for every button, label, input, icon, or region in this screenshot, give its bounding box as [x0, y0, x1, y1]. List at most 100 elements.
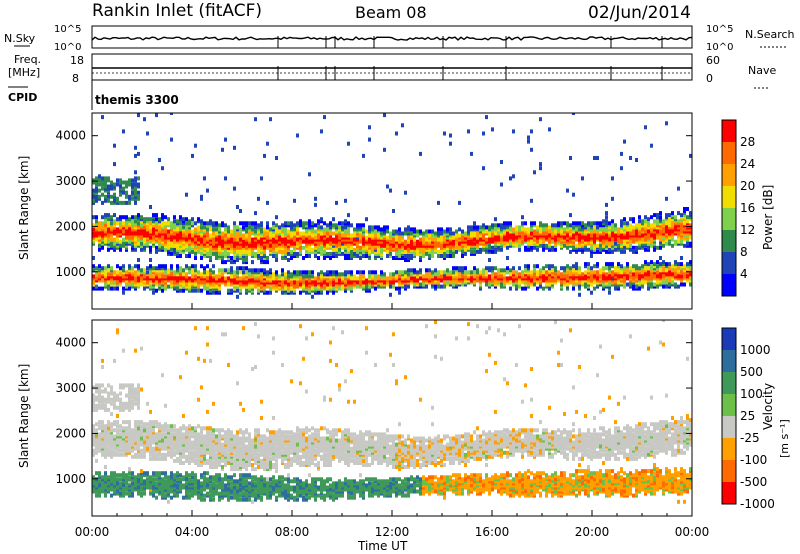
power-cell	[623, 235, 626, 240]
power-cell	[644, 229, 647, 234]
power-cell	[293, 223, 296, 228]
power-cell	[317, 235, 320, 240]
power-cell	[296, 227, 299, 232]
velocity-cell	[107, 475, 110, 480]
cpid-label: CPID	[8, 91, 37, 104]
power-cell	[272, 225, 275, 230]
power-cell	[635, 239, 638, 244]
power-cell	[461, 254, 464, 258]
power-cell	[155, 113, 158, 118]
power-cell	[677, 225, 680, 230]
power-cell	[467, 274, 470, 279]
power-cell	[308, 254, 311, 258]
power-cell	[470, 278, 473, 283]
power-cell	[545, 284, 548, 289]
power-cell	[161, 264, 164, 269]
power-cell	[371, 249, 374, 254]
power-cell	[602, 227, 605, 232]
power-cell	[113, 243, 116, 248]
power-cell	[551, 223, 554, 228]
colorbar-swatch	[722, 230, 736, 253]
power-cell	[548, 268, 551, 273]
power-cell	[149, 221, 152, 226]
power-cell	[437, 274, 440, 279]
power-cell	[629, 235, 632, 240]
power-cell	[212, 290, 215, 295]
power-cell	[230, 237, 233, 242]
power-cell	[431, 249, 434, 254]
velocity-cell	[110, 389, 113, 394]
power-cell	[179, 254, 182, 258]
power-cell	[266, 256, 269, 260]
power-cell	[311, 229, 314, 234]
power-cell	[488, 284, 491, 289]
power-cell	[491, 223, 494, 228]
power-cell	[614, 268, 617, 273]
power-cell	[527, 268, 530, 273]
power-cell	[170, 264, 173, 269]
power-cell	[236, 288, 239, 293]
power-cell	[383, 229, 386, 234]
power-cell	[377, 284, 380, 289]
power-cell	[482, 274, 485, 279]
power-cell	[485, 229, 488, 234]
power-cell	[605, 243, 608, 248]
power-cell	[434, 274, 437, 279]
power-cell	[188, 254, 191, 258]
power-cell	[590, 278, 593, 283]
power-cell	[428, 268, 431, 273]
power-cell	[644, 268, 647, 273]
power-cell	[200, 239, 203, 244]
power-cell	[569, 223, 572, 228]
power-cell	[587, 235, 590, 240]
velocity-cell	[110, 471, 113, 476]
velocity-cell	[95, 428, 98, 433]
power-cell	[131, 182, 134, 187]
ytick-label: 2000	[55, 219, 86, 233]
power-cell	[155, 217, 158, 222]
power-cell	[527, 235, 530, 240]
power-cell	[119, 215, 122, 220]
power-cell	[617, 243, 620, 248]
power-cell	[305, 243, 308, 248]
power-cell	[377, 229, 380, 234]
power-cell	[314, 254, 317, 258]
power-cell	[191, 288, 194, 293]
power-cell	[572, 243, 575, 248]
power-cell	[257, 278, 260, 283]
power-cell	[509, 243, 512, 248]
nave-tick-top: 60	[706, 54, 720, 67]
velocity-cell	[104, 426, 107, 431]
power-cell	[119, 221, 122, 226]
power-cell	[206, 278, 209, 283]
power-cell	[242, 266, 245, 271]
power-cell	[134, 243, 137, 248]
power-cell	[665, 121, 668, 126]
power-cell	[254, 251, 257, 256]
power-cell	[551, 274, 554, 279]
power-cell	[563, 239, 566, 244]
power-cell	[566, 188, 569, 193]
power-cell	[611, 176, 614, 181]
power-cell	[140, 278, 143, 283]
power-cell	[623, 274, 626, 279]
velocity-cell	[101, 446, 104, 451]
power-cell	[206, 274, 209, 279]
power-cell	[530, 198, 533, 203]
power-cell	[401, 231, 404, 236]
power-cell	[434, 235, 437, 240]
velocity-cell	[92, 450, 95, 455]
power-cell	[407, 284, 410, 289]
power-cell	[320, 251, 323, 256]
power-cell	[263, 254, 266, 258]
power-cell	[260, 260, 263, 265]
power-cell	[110, 286, 113, 291]
power-cell	[578, 266, 581, 271]
power-cell	[158, 243, 161, 248]
power-cell	[329, 221, 332, 226]
power-cell	[344, 274, 347, 279]
power-cell	[206, 231, 209, 236]
power-cell	[419, 249, 422, 254]
power-cell	[593, 235, 596, 240]
